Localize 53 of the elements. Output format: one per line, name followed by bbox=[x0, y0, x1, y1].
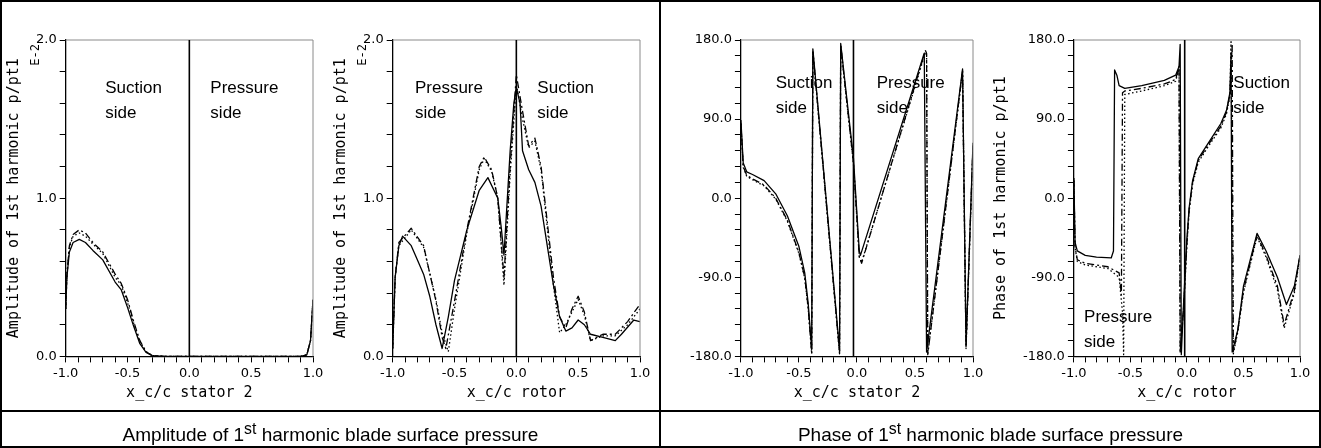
x-tick-label: -1.0 bbox=[52, 364, 79, 380]
y-tick-label: -90.0 bbox=[1031, 268, 1065, 284]
x-tick-label: -1.0 bbox=[728, 364, 754, 380]
y-tick-label: 0.0 bbox=[35, 347, 57, 363]
y-tick-label: 2.0 bbox=[35, 31, 57, 47]
x-axis-title: x_c/c rotor bbox=[1137, 382, 1237, 401]
y-tick-label: -180.0 bbox=[689, 347, 732, 363]
x-tick-label: 0.0 bbox=[846, 364, 868, 380]
annotation: Pressure side bbox=[414, 77, 483, 122]
y-tick-label: 0.0 bbox=[362, 347, 384, 363]
x-tick-label: 0.5 bbox=[567, 364, 589, 380]
x-tick-label: -1.0 bbox=[1061, 364, 1087, 380]
x-tick-label: -0.5 bbox=[441, 364, 468, 380]
y-tick-label: 0.0 bbox=[1044, 189, 1065, 205]
y-axis-title: Amplitude of 1st harmonic p/pt1 bbox=[3, 58, 22, 339]
text: E-2 bbox=[27, 44, 42, 66]
y-tick-label: 2.0 bbox=[362, 31, 384, 47]
y-axis-title: Phase of 1st harmonic p/pt1 bbox=[990, 76, 1009, 321]
text: E-2 bbox=[354, 44, 369, 66]
x-tick-label: 0.0 bbox=[1176, 364, 1198, 380]
y-tick-label: -180.0 bbox=[1022, 347, 1065, 363]
x-tick-label: 1.0 bbox=[962, 364, 984, 380]
x-tick-label: -0.5 bbox=[786, 364, 812, 380]
annotation: Pressure side bbox=[210, 77, 279, 122]
x-tick-label: 0.0 bbox=[178, 364, 200, 380]
annotation: Suction side bbox=[105, 77, 162, 122]
annotation: Pressure side bbox=[1084, 307, 1153, 352]
x-axis-title: x_c/c rotor bbox=[466, 382, 567, 401]
x-tick-label: -0.5 bbox=[114, 364, 141, 380]
x-axis-title: x_c/c stator 2 bbox=[793, 382, 921, 401]
x-tick-label: -1.0 bbox=[379, 364, 406, 380]
y-tick-label: 0.0 bbox=[711, 189, 732, 205]
y-tick-label: 90.0 bbox=[1035, 110, 1065, 126]
annotation: Suction side bbox=[1233, 72, 1291, 117]
x-tick-label: 0.5 bbox=[240, 364, 262, 380]
x-tick-label: 0.5 bbox=[904, 364, 926, 380]
x-tick-label: 0.0 bbox=[505, 364, 527, 380]
x-tick-label: 1.0 bbox=[302, 364, 324, 380]
x-tick-label: 1.0 bbox=[629, 364, 651, 380]
y-tick-label: -90.0 bbox=[698, 268, 732, 284]
x-tick-label: 1.0 bbox=[1289, 364, 1311, 380]
y-axis-title: Amplitude of 1st harmonic p/pt1 bbox=[330, 58, 349, 339]
text: Amplitude of 1$^{st}$ harmonic blade surface pressure bbox=[0, 412, 661, 446]
text: Phase of 1$^{st}$ harmonic blade surface pressure bbox=[660, 412, 1321, 446]
y-tick-label: 1.0 bbox=[362, 189, 384, 205]
y-tick-label: 1.0 bbox=[35, 189, 57, 205]
y-tick-label: 180.0 bbox=[694, 31, 732, 47]
y-tick-label: 90.0 bbox=[702, 110, 732, 126]
x-tick-label: -0.5 bbox=[1117, 364, 1144, 380]
x-tick-label: 0.5 bbox=[1233, 364, 1254, 380]
annotation: Suction side bbox=[537, 77, 595, 122]
x-axis-title: x_c/c stator 2 bbox=[126, 382, 253, 401]
y-tick-label: 180.0 bbox=[1027, 31, 1065, 47]
